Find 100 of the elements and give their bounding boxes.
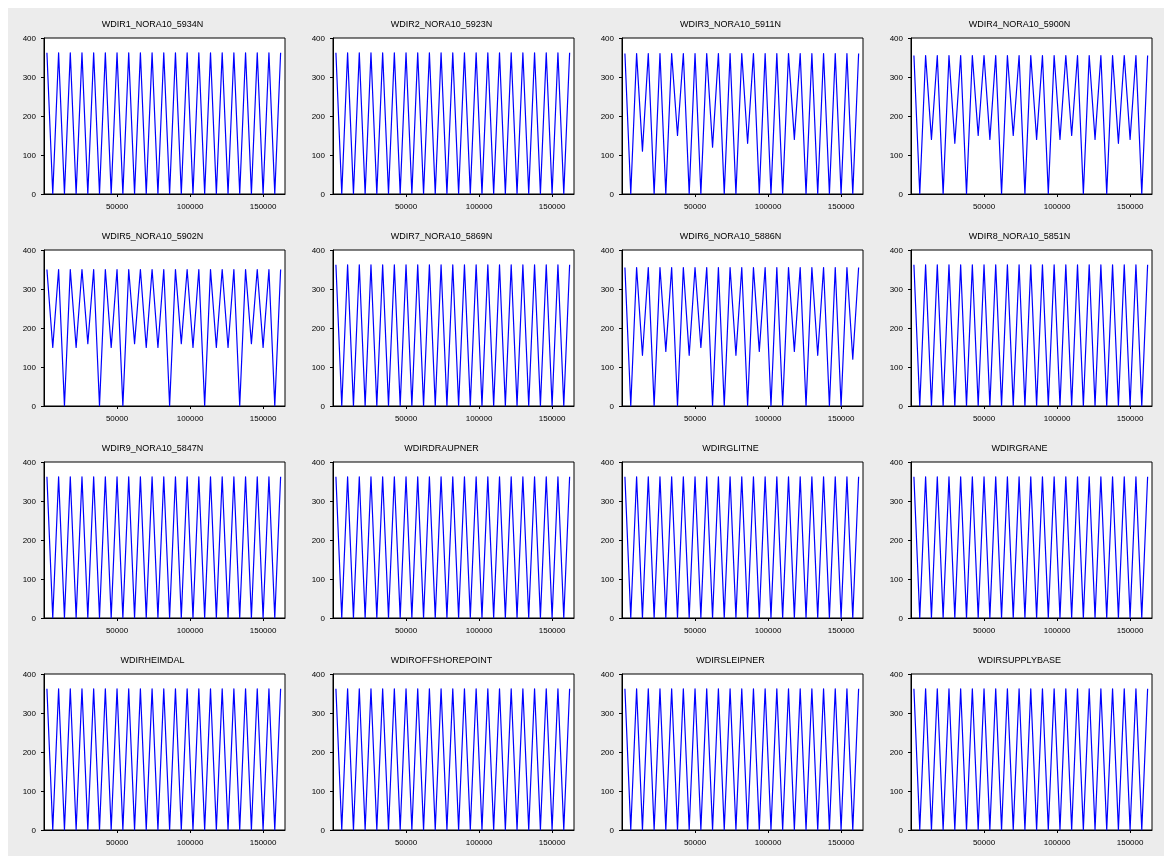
y-tick-label: 0 <box>31 401 37 411</box>
x-tick-label: 100000 <box>465 837 493 847</box>
x-tick-label: 50000 <box>105 625 129 635</box>
y-tick-label: 100 <box>600 150 615 160</box>
y-tick-label: 100 <box>311 150 326 160</box>
x-tick-label: 150000 <box>249 625 277 635</box>
y-tick-label: 0 <box>31 613 37 623</box>
y-tick-label: 0 <box>320 825 326 835</box>
x-tick-label: 100000 <box>754 413 782 423</box>
y-tick-label: 300 <box>889 708 904 718</box>
x-tick-label: 150000 <box>249 413 277 423</box>
y-tick-label: 300 <box>889 284 904 294</box>
x-tick-label: 100000 <box>1043 201 1071 211</box>
chart-title: WDIR7_NORA10_5869N <box>390 230 493 241</box>
x-tick-label: 50000 <box>683 201 707 211</box>
x-tick-label: 150000 <box>538 201 566 211</box>
y-tick-label: 400 <box>311 669 326 679</box>
x-tick-label: 100000 <box>1043 837 1071 847</box>
y-tick-label: 400 <box>22 245 37 255</box>
y-tick-label: 100 <box>22 150 37 160</box>
y-tick-label: 300 <box>600 496 615 506</box>
x-tick-label: 100000 <box>465 201 493 211</box>
y-tick-label: 400 <box>600 669 615 679</box>
y-tick-label: 200 <box>600 111 615 121</box>
y-tick-label: 0 <box>31 825 37 835</box>
y-tick-label: 300 <box>311 284 326 294</box>
x-tick-label: 150000 <box>249 837 277 847</box>
x-tick-label: 50000 <box>972 413 996 423</box>
x-tick-label: 150000 <box>538 837 566 847</box>
line-series <box>624 266 860 407</box>
y-tick-label: 200 <box>889 111 904 121</box>
y-tick-label: 400 <box>600 245 615 255</box>
x-tick-label: 150000 <box>827 837 855 847</box>
y-tick-label: 300 <box>22 708 37 718</box>
y-tick-label: 400 <box>311 33 326 43</box>
y-tick-label: 0 <box>898 613 904 623</box>
chart-title: WDIR8_NORA10_5851N <box>968 230 1071 241</box>
y-tick-label: 0 <box>898 401 904 411</box>
y-tick-label: 400 <box>889 245 904 255</box>
x-tick-label: 50000 <box>394 201 418 211</box>
x-tick-label: 50000 <box>105 201 129 211</box>
y-tick-label: 100 <box>889 150 904 160</box>
chart-title: WDIR3_NORA10_5911N <box>680 18 781 29</box>
x-tick-label: 150000 <box>827 201 855 211</box>
y-tick-label: 100 <box>889 786 904 796</box>
x-tick-label: 100000 <box>176 413 204 423</box>
y-tick-label: 400 <box>22 457 37 467</box>
y-tick-label: 300 <box>600 708 615 718</box>
x-tick-label: 150000 <box>538 625 566 635</box>
y-tick-label: 200 <box>600 323 615 333</box>
x-tick-label: 50000 <box>972 837 996 847</box>
y-tick-label: 100 <box>600 786 615 796</box>
y-tick-label: 0 <box>609 401 615 411</box>
y-tick-label: 200 <box>889 747 904 757</box>
y-tick-label: 300 <box>600 72 615 82</box>
x-tick-label: 50000 <box>683 625 707 635</box>
x-tick-label: 50000 <box>105 413 129 423</box>
y-tick-label: 0 <box>609 613 615 623</box>
y-tick-label: 0 <box>320 401 326 411</box>
y-tick-label: 0 <box>898 189 904 199</box>
x-tick-label: 100000 <box>465 625 493 635</box>
y-tick-label: 100 <box>889 362 904 372</box>
y-tick-label: 300 <box>311 708 326 718</box>
x-tick-label: 100000 <box>176 201 204 211</box>
y-tick-label: 200 <box>600 747 615 757</box>
y-tick-label: 400 <box>22 33 37 43</box>
x-tick-label: 100000 <box>176 837 204 847</box>
chart-title: WDIR4_NORA10_5900N <box>968 18 1071 29</box>
x-tick-label: 50000 <box>394 625 418 635</box>
x-tick-label: 150000 <box>538 413 566 423</box>
y-tick-label: 400 <box>600 33 615 43</box>
x-tick-label: 100000 <box>176 625 204 635</box>
y-tick-label: 100 <box>600 362 615 372</box>
y-tick-label: 400 <box>600 457 615 467</box>
y-tick-label: 200 <box>311 747 326 757</box>
y-tick-label: 300 <box>889 496 904 506</box>
x-tick-label: 150000 <box>827 625 855 635</box>
x-tick-label: 150000 <box>1116 413 1144 423</box>
x-tick-label: 100000 <box>754 625 782 635</box>
x-tick-label: 50000 <box>972 625 996 635</box>
y-tick-label: 0 <box>898 825 904 835</box>
y-tick-label: 0 <box>31 189 37 199</box>
y-tick-label: 200 <box>889 535 904 545</box>
chart-title: WDIROFFSHOREPOINT <box>390 654 493 665</box>
chart-title: WDIRSUPPLYBASE <box>978 654 1061 665</box>
x-tick-label: 100000 <box>1043 413 1071 423</box>
y-tick-label: 0 <box>609 825 615 835</box>
y-tick-label: 200 <box>22 747 37 757</box>
x-tick-label: 50000 <box>394 413 418 423</box>
chart-title: WDIRHEIMDAL <box>120 654 185 665</box>
chart-title: WDIR1_NORA10_5934N <box>101 18 204 29</box>
y-tick-label: 200 <box>22 535 37 545</box>
y-tick-label: 200 <box>889 323 904 333</box>
line-series <box>46 268 282 407</box>
y-tick-label: 200 <box>311 323 326 333</box>
x-tick-label: 100000 <box>465 413 493 423</box>
y-tick-label: 400 <box>889 669 904 679</box>
x-tick-label: 150000 <box>1116 625 1144 635</box>
y-tick-label: 200 <box>22 111 37 121</box>
x-tick-label: 50000 <box>394 837 418 847</box>
